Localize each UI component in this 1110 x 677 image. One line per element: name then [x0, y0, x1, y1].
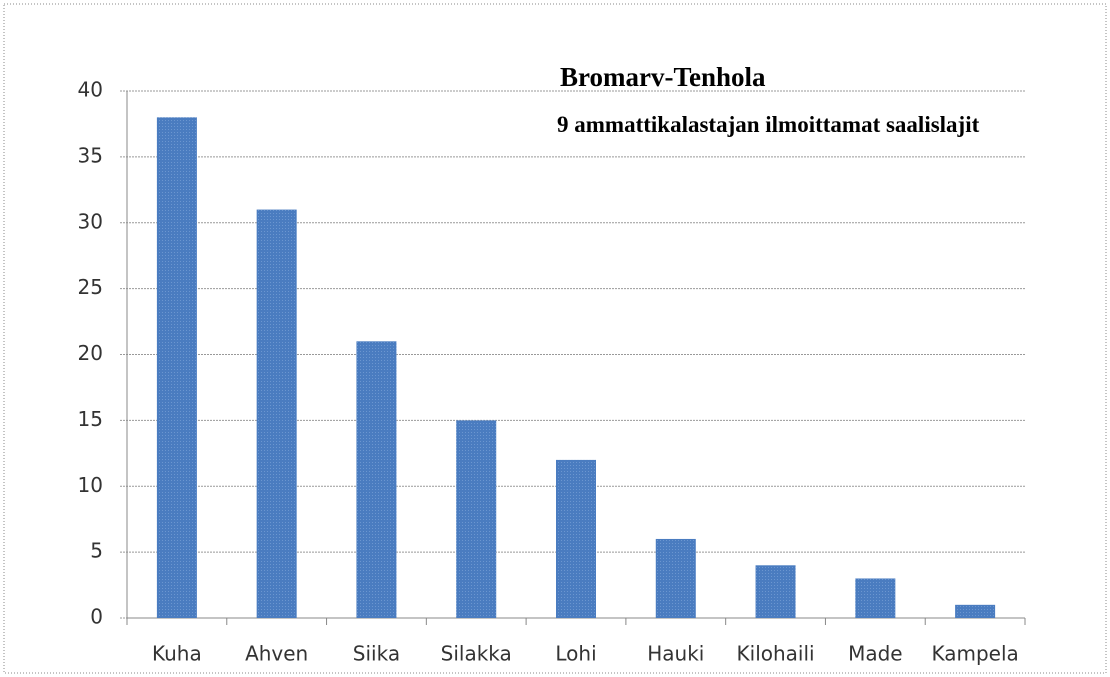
x-tick-label: Kampela: [931, 642, 1018, 666]
y-tick-label: 0: [90, 605, 103, 629]
y-tick-label: 40: [78, 78, 103, 102]
bar: [755, 565, 796, 618]
y-tick-label: 10: [78, 473, 103, 497]
y-tick-label: 30: [78, 209, 103, 233]
bar: [356, 341, 397, 618]
x-tick-label: Siika: [353, 642, 400, 666]
chart-title: Bromarv-Tenhola: [560, 62, 766, 92]
y-tick-label: 15: [78, 407, 103, 431]
x-tick-label: Hauki: [647, 642, 704, 666]
y-tick-label: 25: [78, 275, 103, 299]
x-tick-label: Kuha: [152, 642, 202, 666]
x-tick-label: Kilohaili: [737, 642, 815, 666]
bar: [456, 420, 497, 618]
bar: [156, 117, 197, 618]
x-tick-label: Made: [848, 642, 903, 666]
x-tick-label: Silakka: [441, 642, 512, 666]
x-tick-label: Lohi: [555, 642, 596, 666]
bar: [855, 578, 896, 618]
bar: [556, 459, 596, 618]
frame: [3, 3, 1107, 674]
bar: [256, 209, 297, 618]
y-tick-label: 5: [90, 539, 103, 563]
bar: [955, 604, 996, 618]
x-tick-label: Ahven: [245, 642, 308, 666]
chart-subtitle: 9 ammattikalastajan ilmoittamat saalisla…: [557, 112, 980, 137]
bar: [655, 538, 696, 618]
y-tick-label: 35: [78, 143, 103, 167]
y-tick-label: 20: [78, 341, 103, 365]
